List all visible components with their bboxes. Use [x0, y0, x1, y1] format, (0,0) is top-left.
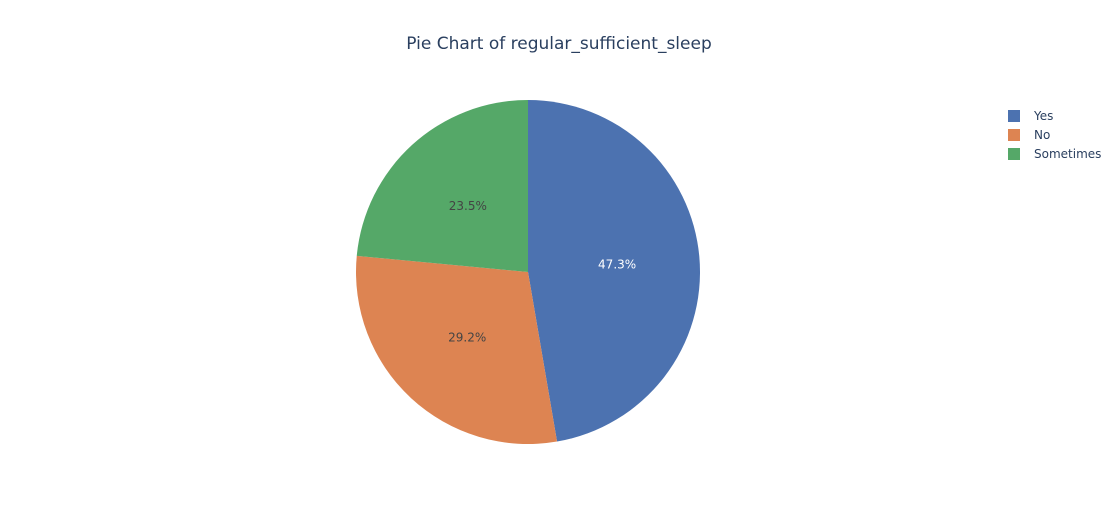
- legend-label-no: No: [1034, 127, 1051, 142]
- pie-slice-yes[interactable]: [528, 100, 701, 442]
- legend: Yes No Sometimes: [1008, 106, 1101, 163]
- legend-swatch-no: [1008, 128, 1020, 141]
- pie-slice-sometimes[interactable]: [356, 100, 528, 272]
- legend-item-sometimes[interactable]: Sometimes: [1008, 144, 1101, 163]
- legend-swatch-sometimes: [1008, 147, 1020, 160]
- legend-item-yes[interactable]: Yes: [1008, 106, 1101, 125]
- legend-item-no[interactable]: No: [1008, 125, 1101, 144]
- slice-label-no: 29.2%: [448, 331, 486, 345]
- slice-label-yes: 47.3%: [598, 257, 636, 271]
- chart-title: Pie Chart of regular_sufficient_sleep: [406, 34, 712, 54]
- legend-label-yes: Yes: [1034, 108, 1054, 123]
- legend-swatch-yes: [1008, 109, 1020, 122]
- legend-label-sometimes: Sometimes: [1034, 146, 1102, 161]
- slice-label-sometimes: 23.5%: [449, 199, 487, 213]
- pie-slice-no[interactable]: [356, 255, 558, 444]
